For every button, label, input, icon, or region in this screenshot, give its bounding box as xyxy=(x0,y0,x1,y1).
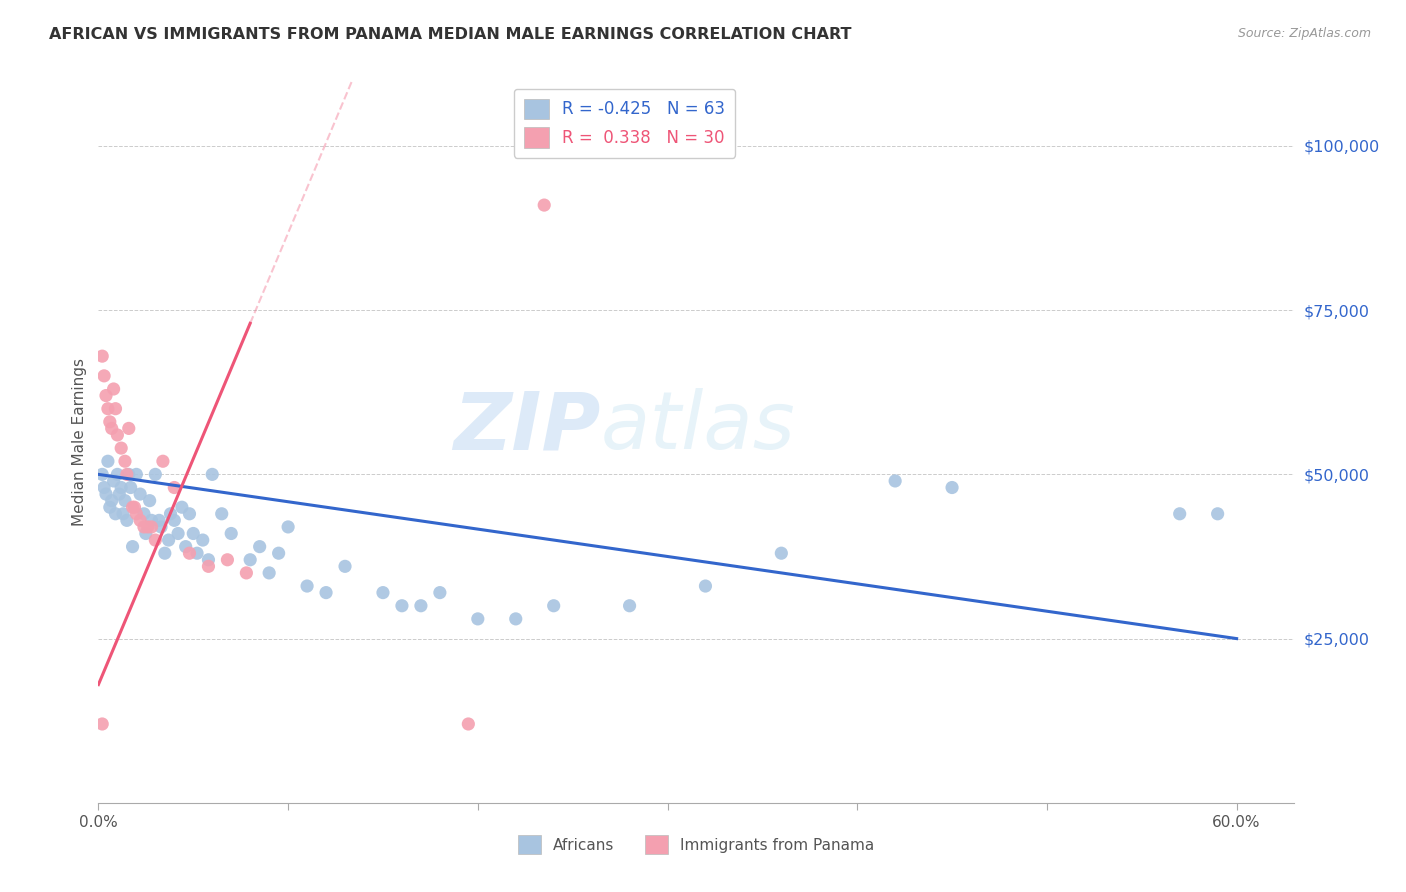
Point xyxy=(695,579,717,593)
Point xyxy=(104,401,127,416)
Point xyxy=(91,349,114,363)
Point xyxy=(98,415,121,429)
Point xyxy=(103,382,125,396)
Point xyxy=(153,546,176,560)
Point xyxy=(93,481,115,495)
Point xyxy=(267,546,290,560)
Point xyxy=(159,507,181,521)
Point xyxy=(129,487,152,501)
Point xyxy=(211,507,233,521)
Point xyxy=(457,717,479,731)
Point xyxy=(235,566,257,580)
Text: atlas: atlas xyxy=(600,388,796,467)
Point xyxy=(114,493,136,508)
Point xyxy=(125,507,148,521)
Point xyxy=(110,441,132,455)
Point xyxy=(94,487,117,501)
Point xyxy=(121,500,143,515)
Point xyxy=(884,474,907,488)
Point xyxy=(409,599,432,613)
Point xyxy=(148,513,170,527)
Point xyxy=(257,566,280,580)
Point xyxy=(249,540,271,554)
Point xyxy=(114,454,136,468)
Point xyxy=(97,454,120,468)
Point xyxy=(239,553,262,567)
Point xyxy=(112,507,135,521)
Point xyxy=(115,513,138,527)
Point xyxy=(186,546,208,560)
Point xyxy=(132,507,155,521)
Point xyxy=(108,487,131,501)
Point xyxy=(100,493,122,508)
Point xyxy=(429,585,451,599)
Point xyxy=(941,481,963,495)
Point xyxy=(141,520,163,534)
Point xyxy=(120,481,142,495)
Point xyxy=(143,533,166,547)
Point xyxy=(391,599,413,613)
Point xyxy=(135,526,157,541)
Point xyxy=(170,500,193,515)
Point xyxy=(93,368,115,383)
Point xyxy=(533,198,555,212)
Point xyxy=(124,500,146,515)
Point xyxy=(98,500,121,515)
Point xyxy=(174,540,197,554)
Point xyxy=(219,526,242,541)
Point xyxy=(129,513,152,527)
Text: AFRICAN VS IMMIGRANTS FROM PANAMA MEDIAN MALE EARNINGS CORRELATION CHART: AFRICAN VS IMMIGRANTS FROM PANAMA MEDIAN… xyxy=(49,27,852,42)
Point xyxy=(201,467,224,482)
Point xyxy=(1206,507,1229,521)
Point xyxy=(467,612,489,626)
Point xyxy=(110,481,132,495)
Point xyxy=(143,467,166,482)
Point xyxy=(543,599,565,613)
Y-axis label: Median Male Earnings: Median Male Earnings xyxy=(72,358,87,525)
Point xyxy=(1168,507,1191,521)
Point xyxy=(163,481,186,495)
Point xyxy=(121,540,143,554)
Legend: Africans, Immigrants from Panama: Africans, Immigrants from Panama xyxy=(512,830,880,860)
Point xyxy=(136,520,159,534)
Point xyxy=(105,428,128,442)
Point xyxy=(770,546,793,560)
Text: Source: ZipAtlas.com: Source: ZipAtlas.com xyxy=(1237,27,1371,40)
Point xyxy=(138,493,160,508)
Point xyxy=(295,579,318,593)
Point xyxy=(371,585,394,599)
Point xyxy=(277,520,299,534)
Point xyxy=(191,533,214,547)
Point xyxy=(125,467,148,482)
Point xyxy=(104,507,127,521)
Point xyxy=(167,526,190,541)
Point xyxy=(97,401,120,416)
Point xyxy=(91,717,114,731)
Point xyxy=(150,520,173,534)
Point xyxy=(141,513,163,527)
Point xyxy=(315,585,337,599)
Point xyxy=(181,526,204,541)
Point xyxy=(100,421,122,435)
Point xyxy=(118,467,141,482)
Point xyxy=(105,467,128,482)
Point xyxy=(94,388,117,402)
Point xyxy=(115,467,138,482)
Point xyxy=(91,467,114,482)
Point xyxy=(619,599,641,613)
Point xyxy=(217,553,239,567)
Point xyxy=(179,546,201,560)
Point xyxy=(333,559,356,574)
Point xyxy=(152,454,174,468)
Point xyxy=(118,421,141,435)
Point xyxy=(197,559,219,574)
Text: ZIP: ZIP xyxy=(453,388,600,467)
Point xyxy=(103,474,125,488)
Point xyxy=(157,533,180,547)
Point xyxy=(132,520,155,534)
Point xyxy=(163,513,186,527)
Point xyxy=(505,612,527,626)
Point xyxy=(179,507,201,521)
Point xyxy=(197,553,219,567)
